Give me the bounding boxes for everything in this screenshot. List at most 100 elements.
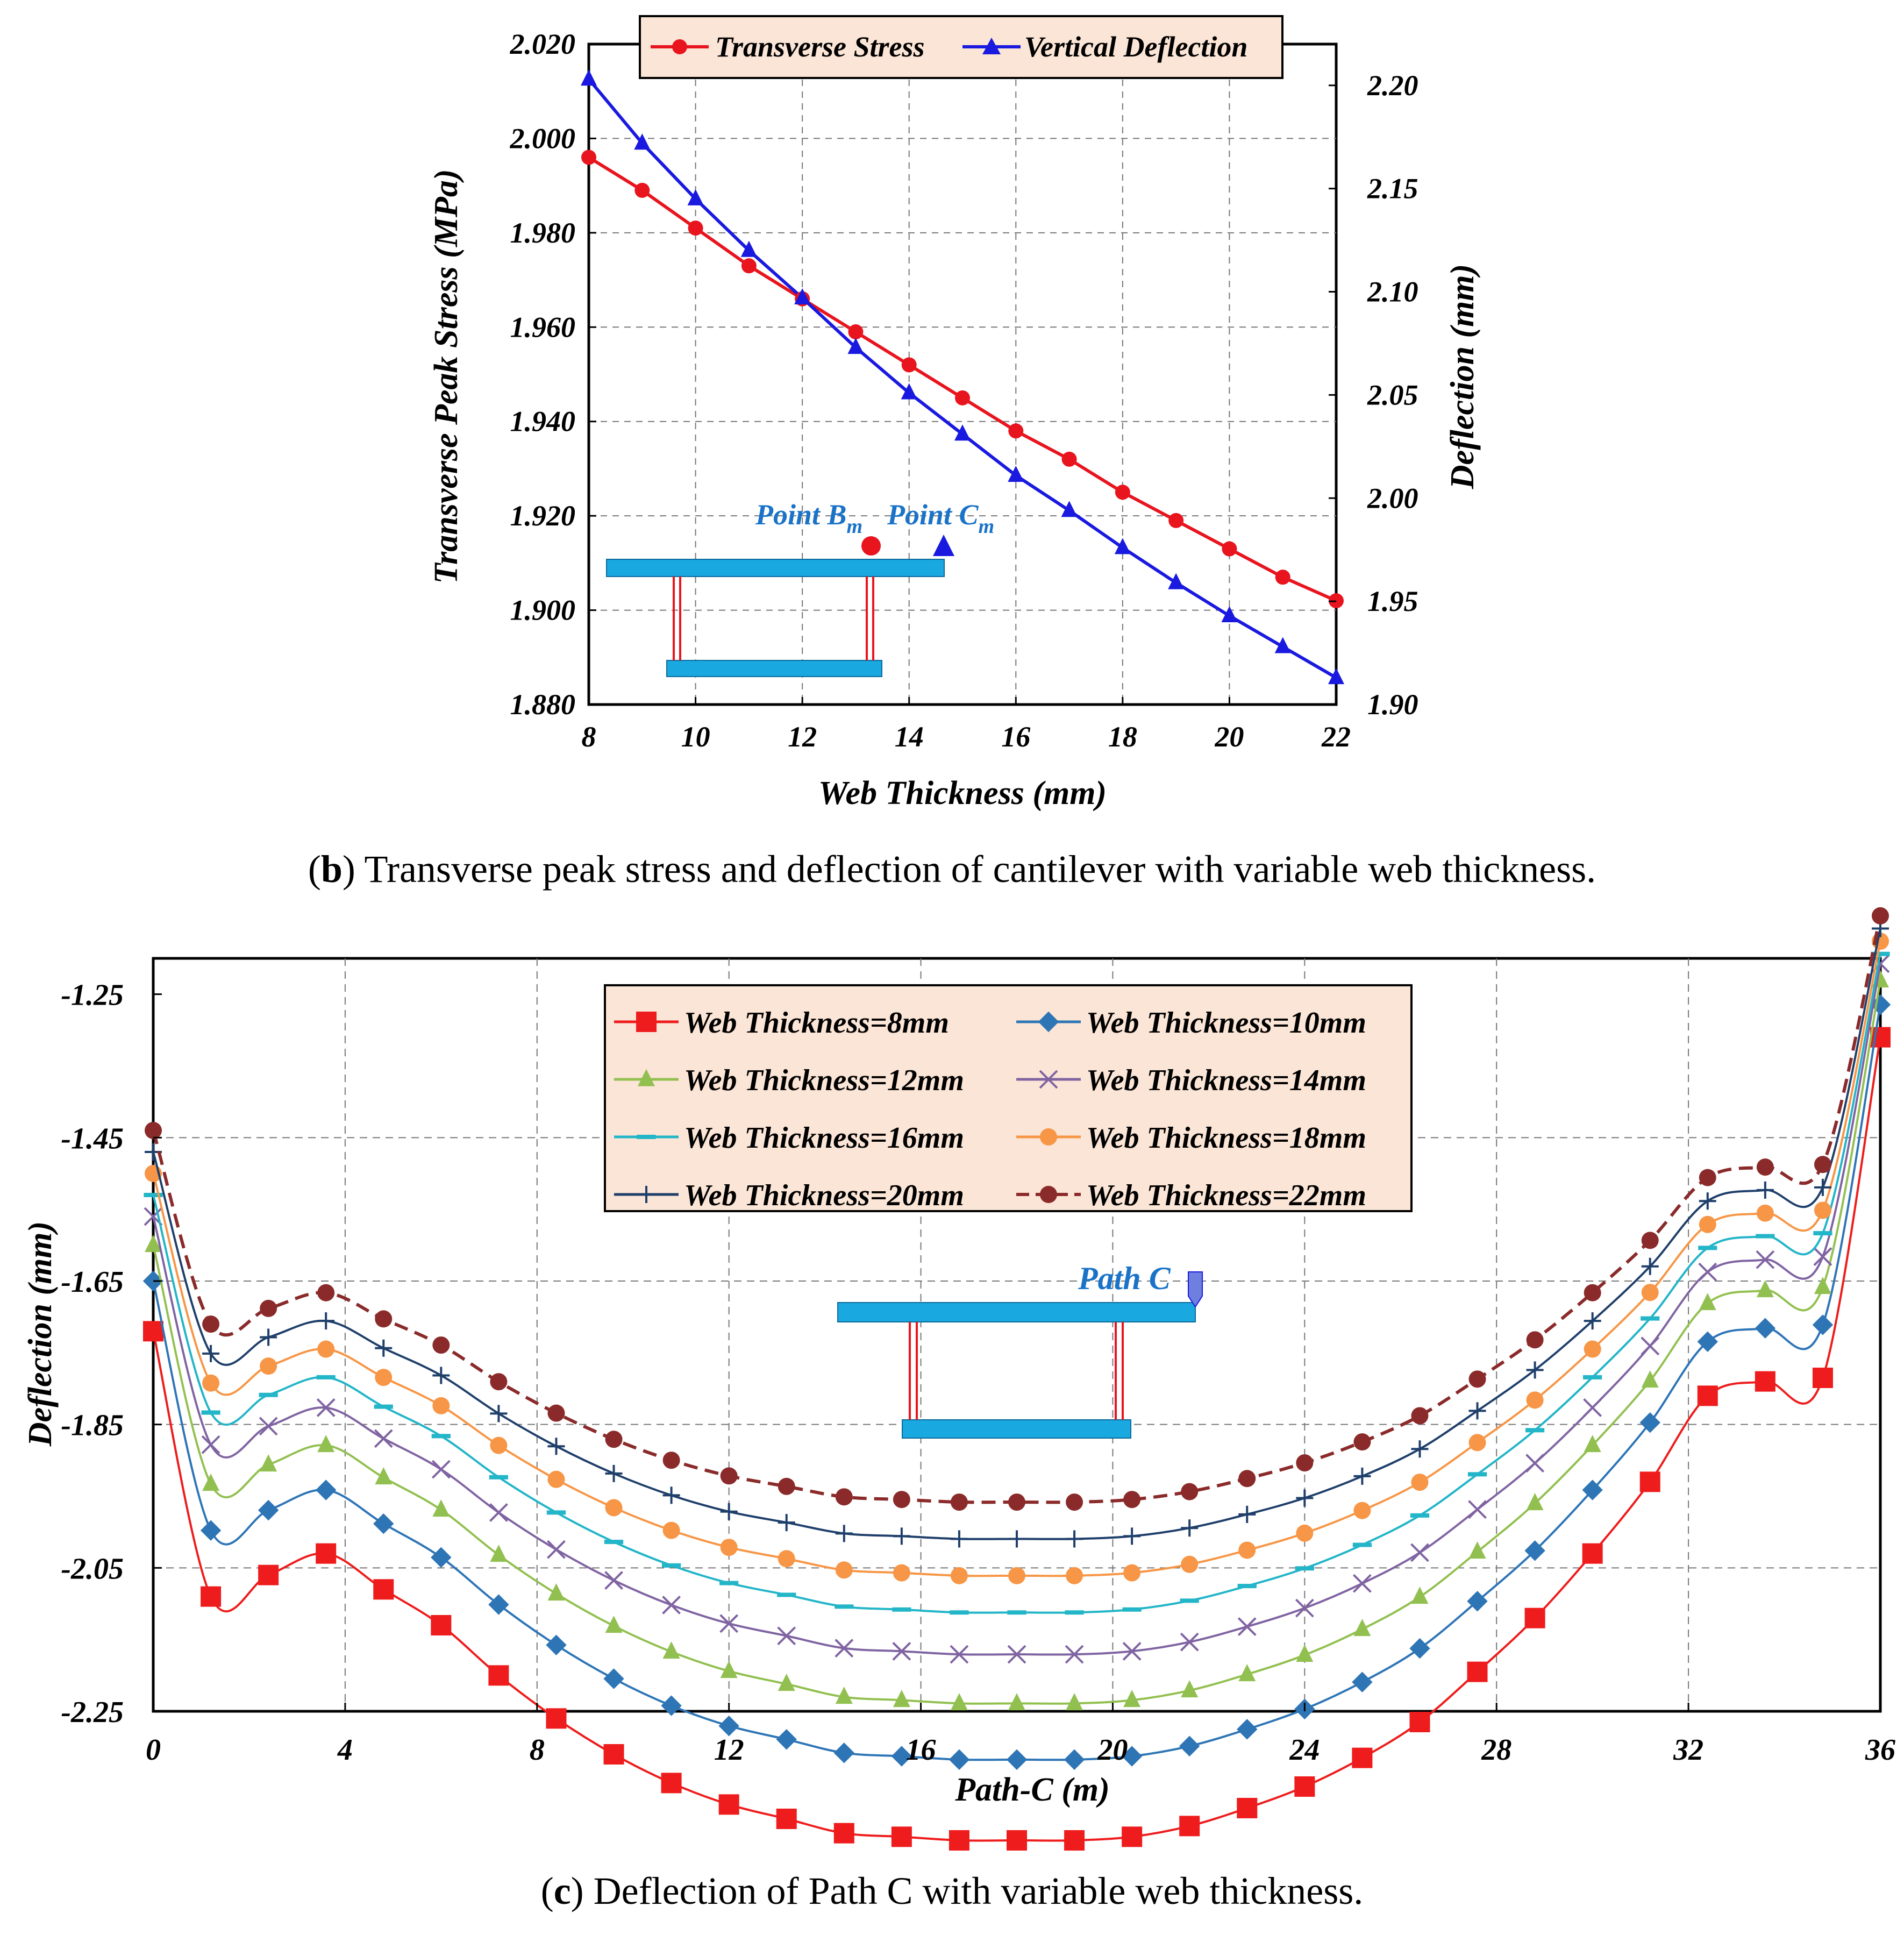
- chart-c-point-wt20: [1641, 1257, 1659, 1275]
- chart-c-point-wt8: [1352, 1747, 1373, 1768]
- chart-c-point-wt12: [1814, 1277, 1831, 1294]
- inset-c-top-flange: [837, 1302, 1196, 1322]
- chart-b-stress-point: [955, 390, 970, 406]
- chart-c-ticks: 0 4 8 12 16 20 24 28 32 36 -1.25 -1.45 -1.65 -1.85 -2.…: [61, 979, 1895, 1767]
- chart-c-point-wt16: [489, 1475, 508, 1479]
- chart-c-point-wt14: [1122, 1641, 1142, 1661]
- chart-c-point-wt10: [1870, 994, 1891, 1015]
- chart-c-point-wt18: [1526, 1391, 1544, 1409]
- chart-c-point-wt10: [1697, 1331, 1718, 1352]
- chart-c-point-wt12: [432, 1499, 450, 1517]
- chart-b-y-tick-label: 1.920: [510, 500, 576, 532]
- chart-b-stress-point: [688, 220, 703, 236]
- chart-c-point-wt8: [718, 1794, 739, 1815]
- chart-b-stress-point: [1275, 570, 1290, 585]
- chart-b-ticks: 8 10 12 14 16 18 20 22 1.880 1.900 1.920 1.940 1.960…: [510, 28, 1418, 753]
- chart-c-point-wt8: [833, 1823, 854, 1844]
- chart-c-point-wt10: [1006, 1749, 1028, 1770]
- chart-c-point-wt12: [778, 1674, 795, 1691]
- chart-c-point-wt20: [605, 1464, 623, 1482]
- chart-c-point-wt20: [375, 1339, 393, 1357]
- chart-c-y-tick-label: -1.25: [61, 979, 124, 1012]
- chart-c-point-wt16: [546, 1510, 566, 1515]
- chart-c-point-wt14: [1756, 1250, 1775, 1269]
- chart-c-point-wt20: [1526, 1361, 1544, 1379]
- chart-c-y-tick-label: -2.25: [61, 1696, 124, 1729]
- chart-b-deflection-point: [1008, 466, 1024, 482]
- chart-c-point-wt10: [546, 1634, 567, 1655]
- chart-b-deflection-point: [847, 338, 864, 354]
- chart-c-point-wt12: [1526, 1493, 1544, 1511]
- chart-c-point-wt18: [490, 1436, 508, 1454]
- chart-c-point-wt18: [202, 1374, 220, 1392]
- chart-c-legend-label-wt18: Web Thickness=18mm: [1086, 1121, 1366, 1155]
- chart-c-point-wt8: [431, 1615, 452, 1635]
- chart-c-point-wt16: [1180, 1598, 1199, 1603]
- chart-c-point-wt22: [835, 1488, 853, 1506]
- chart-c-point-wt18: [260, 1357, 277, 1375]
- chart-c-point-wt18: [1411, 1474, 1429, 1491]
- chart-c-point-wt8: [1639, 1471, 1660, 1492]
- chart-c-point-wt22: [1353, 1433, 1371, 1451]
- chart-c-point-wt22: [1872, 907, 1889, 924]
- chart-c-point-wt10: [1755, 1318, 1776, 1339]
- chart-c-point-wt22: [1238, 1470, 1256, 1488]
- chart-c-point-wt20: [1468, 1402, 1486, 1420]
- chart-c-point-wt10: [200, 1520, 222, 1541]
- chart-c-inset-diagram: Path C: [837, 1261, 1203, 1439]
- chart-c-point-wt10: [1524, 1540, 1545, 1561]
- chart-c-point-wt14: [604, 1571, 623, 1590]
- chart-c-legend-label-wt16: Web Thickness=16mm: [684, 1121, 964, 1155]
- chart-c-legend-label-wt22: Web Thickness=22mm: [1086, 1179, 1366, 1212]
- chart-c-legend-box: [604, 984, 1413, 1212]
- chart-c-point-wt18: [893, 1564, 910, 1582]
- chart-c-point-wt12: [1066, 1693, 1083, 1711]
- chart-b-y2-tick-label: 1.90: [1367, 688, 1418, 721]
- chart-c-point-wt20: [835, 1525, 853, 1542]
- chart-c-point-wt22: [1066, 1493, 1083, 1511]
- chart-c-point-wt20: [1123, 1527, 1141, 1545]
- chart-c-point-wt14: [259, 1417, 278, 1436]
- chart-c-point-wt10: [718, 1716, 739, 1737]
- chart-c-y-tick-label: -1.45: [61, 1122, 124, 1155]
- chart-c-legend-label-wt8: Web Thickness=8mm: [684, 1006, 949, 1040]
- chart-c-point-wt20: [1584, 1312, 1601, 1330]
- chart-b-stress-point: [1115, 485, 1130, 500]
- chart-c-legend-marker-wt20: [638, 1186, 655, 1203]
- chart-c-point-wt18: [1296, 1524, 1314, 1542]
- chart-c-point-wt16: [259, 1392, 278, 1397]
- chart-c-point-wt14: [662, 1595, 681, 1614]
- chart-c-point-wt16: [1871, 951, 1890, 956]
- chart-b-deflection-point: [634, 133, 651, 150]
- chart-c-point-wt16: [1467, 1472, 1487, 1477]
- chart-b-stress-point: [1008, 423, 1024, 439]
- chart-c-point-wt14: [719, 1614, 739, 1633]
- chart-c-point-wt14: [547, 1540, 566, 1559]
- chart-b-x-axis-label: Web Thickness (mm): [818, 775, 1107, 812]
- chart-c-point-wt16: [1065, 1610, 1084, 1615]
- chart-c-point-wt22: [605, 1431, 623, 1448]
- chart-c-point-wt10: [1064, 1749, 1085, 1770]
- chart-b-stress-point: [1061, 451, 1077, 467]
- chart-c-point-wt10: [1639, 1412, 1660, 1433]
- chart-c-point-wt16: [1641, 1316, 1660, 1321]
- chart-b-y2-tick-label: 1.95: [1367, 585, 1418, 617]
- point-b-label: Point Bm: [755, 499, 862, 538]
- chart-b-x-tick-label: 22: [1321, 721, 1351, 753]
- chart-c-point-wt10: [891, 1746, 912, 1767]
- chart-b-y-tick-label: 1.960: [510, 311, 576, 343]
- chart-b-stress-point: [741, 258, 757, 274]
- chart-c-point-wt14: [1410, 1543, 1429, 1562]
- chart-c-point-wt16: [1352, 1542, 1372, 1547]
- chart-c-point-wt20: [893, 1527, 910, 1545]
- chart-c-point-wt20: [432, 1367, 450, 1384]
- chart-b-y-tick-label: 1.980: [510, 217, 576, 249]
- chart-c-point-wt10: [488, 1594, 509, 1615]
- chart-c-point-wt20: [202, 1345, 220, 1362]
- chart-b-deflection-point: [1114, 538, 1131, 554]
- chart-c-point-wt22: [1756, 1158, 1774, 1176]
- chart-c-point-wt20: [260, 1328, 277, 1346]
- chart-c-point-wt14: [316, 1398, 336, 1417]
- chart-c-point-wt22: [1584, 1284, 1601, 1301]
- chart-c-y-tick-label: -2.05: [61, 1552, 124, 1585]
